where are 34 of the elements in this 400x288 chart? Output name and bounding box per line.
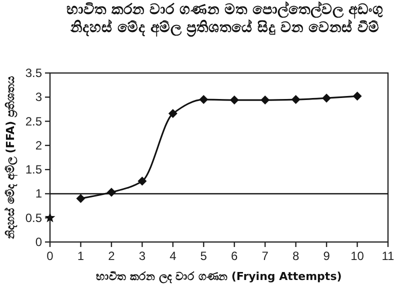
point — [352, 92, 362, 101]
y-tick-label: 2.5 — [25, 114, 42, 128]
y-axis-title: නිදහස් මේද අම්ල (FFA) ප්‍රතිශතය — [3, 76, 19, 240]
x-tick-label: 0 — [46, 249, 54, 263]
point — [260, 96, 270, 105]
y-tick-label: 1 — [35, 186, 42, 201]
x-tick-label: 5 — [200, 249, 208, 263]
y-tick-label: 0.5 — [25, 210, 42, 225]
x-tick-label: 9 — [323, 249, 330, 263]
point — [291, 95, 300, 104]
x-axis-title: භාවිත කරන ලද වාර ගණන (Frying Attempts) — [96, 270, 342, 285]
x-tick-label: 8 — [292, 249, 300, 263]
chart-title: භාවිත කරන වාර ගණන මත පොල්තෙල්වල අඩංගු නිදහස් මේද අම්ල ප්‍රතිශතයේ සිදු වන වෙනස් වීම් — [65, 1, 385, 37]
point — [138, 176, 147, 186]
x-tick-label: 3 — [138, 249, 146, 263]
point — [168, 109, 178, 118]
x-tick-label: 11 — [382, 249, 395, 263]
x-tick-label: 1 — [77, 249, 84, 263]
x-tick-label: 10 — [350, 249, 364, 263]
x-tick-label: 6 — [231, 249, 238, 263]
point — [76, 194, 86, 204]
point — [106, 188, 116, 197]
y-tick-label: 1.5 — [25, 162, 42, 177]
y-tick-label: 3 — [35, 90, 42, 104]
point — [322, 94, 332, 103]
x-tick-label: 7 — [262, 249, 269, 263]
y-tick-label: 0 — [35, 235, 42, 249]
y-tick-label: 3.5 — [25, 66, 42, 80]
x-tick-label: 4 — [170, 249, 177, 263]
point — [199, 95, 208, 104]
point — [230, 96, 239, 105]
point — [44, 212, 56, 222]
y-tick-label: 2 — [35, 138, 42, 152]
x-tick-label: 2 — [108, 249, 116, 263]
